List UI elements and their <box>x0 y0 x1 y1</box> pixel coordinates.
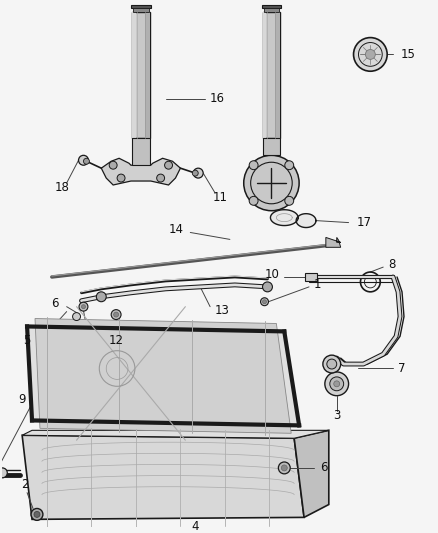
Text: 6: 6 <box>320 462 327 474</box>
Circle shape <box>79 302 88 311</box>
Polygon shape <box>270 209 298 225</box>
Polygon shape <box>27 326 299 425</box>
Circle shape <box>327 359 337 369</box>
Circle shape <box>34 512 40 518</box>
Text: 3: 3 <box>333 409 340 422</box>
Polygon shape <box>326 237 341 247</box>
Circle shape <box>330 377 344 391</box>
Text: 4: 4 <box>191 520 199 533</box>
Text: 5: 5 <box>23 334 30 347</box>
Circle shape <box>261 298 268 306</box>
Circle shape <box>192 170 198 176</box>
Circle shape <box>96 292 106 302</box>
Text: 13: 13 <box>215 304 230 317</box>
Polygon shape <box>296 214 316 228</box>
Polygon shape <box>262 12 266 139</box>
Circle shape <box>165 161 173 169</box>
Text: 7: 7 <box>398 361 406 375</box>
Text: 8: 8 <box>388 257 396 271</box>
Polygon shape <box>133 8 149 12</box>
Polygon shape <box>276 12 280 139</box>
Polygon shape <box>261 5 281 8</box>
Circle shape <box>249 196 258 205</box>
Text: 12: 12 <box>109 334 124 347</box>
Polygon shape <box>132 12 136 139</box>
Text: 2: 2 <box>21 478 29 491</box>
Polygon shape <box>35 319 291 433</box>
Circle shape <box>113 312 119 317</box>
Circle shape <box>117 174 125 182</box>
Text: 18: 18 <box>54 181 69 195</box>
Circle shape <box>157 174 165 182</box>
Text: 6: 6 <box>51 297 59 310</box>
Circle shape <box>262 300 266 304</box>
Circle shape <box>249 161 258 169</box>
Circle shape <box>111 310 121 319</box>
Polygon shape <box>145 12 150 139</box>
Polygon shape <box>22 430 329 438</box>
Circle shape <box>244 155 299 211</box>
Circle shape <box>73 312 81 320</box>
Circle shape <box>31 508 43 520</box>
Polygon shape <box>305 273 317 281</box>
Circle shape <box>285 196 294 205</box>
Polygon shape <box>132 12 150 139</box>
Text: 11: 11 <box>212 191 227 204</box>
Text: 14: 14 <box>168 223 184 236</box>
Text: 17: 17 <box>357 216 371 229</box>
Circle shape <box>279 462 290 474</box>
Circle shape <box>262 282 272 292</box>
Polygon shape <box>262 12 280 139</box>
Polygon shape <box>131 5 151 8</box>
Polygon shape <box>262 139 280 155</box>
Polygon shape <box>294 430 329 518</box>
Circle shape <box>334 381 340 387</box>
Circle shape <box>281 465 287 471</box>
Text: 15: 15 <box>401 48 416 61</box>
Circle shape <box>353 38 387 71</box>
Circle shape <box>109 161 117 169</box>
Circle shape <box>365 50 375 59</box>
Circle shape <box>325 372 349 395</box>
Circle shape <box>285 161 294 169</box>
Circle shape <box>193 168 203 178</box>
Text: 16: 16 <box>210 92 225 106</box>
Polygon shape <box>132 139 150 165</box>
Circle shape <box>78 155 88 165</box>
Polygon shape <box>22 435 304 519</box>
Circle shape <box>323 355 341 373</box>
Circle shape <box>81 305 85 309</box>
Circle shape <box>0 468 7 478</box>
Circle shape <box>84 158 89 164</box>
Text: 10: 10 <box>265 268 279 280</box>
Text: 9: 9 <box>18 393 26 406</box>
Polygon shape <box>264 8 279 12</box>
Text: 1: 1 <box>314 278 321 292</box>
Polygon shape <box>101 158 180 185</box>
